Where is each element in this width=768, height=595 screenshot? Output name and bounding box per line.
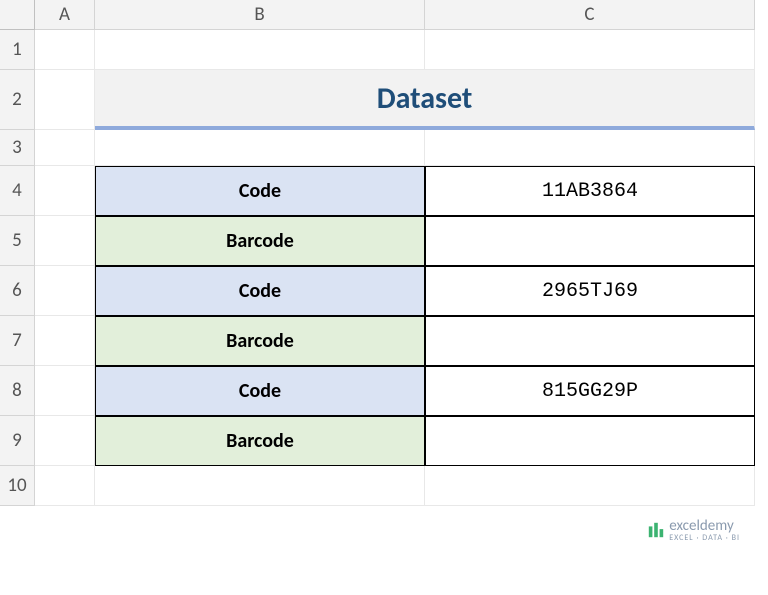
cell-a3[interactable] (35, 130, 95, 166)
cell-a8[interactable] (35, 366, 95, 416)
exceldemy-logo-icon (647, 521, 665, 539)
row-header-1[interactable]: 1 (0, 30, 35, 70)
label-barcode-1[interactable]: Barcode (95, 216, 425, 266)
cell-a5[interactable] (35, 216, 95, 266)
dataset-title[interactable]: Dataset (95, 70, 755, 130)
row-header-8[interactable]: 8 (0, 366, 35, 416)
value-barcode-2[interactable] (425, 316, 755, 366)
label-code-2[interactable]: Code (95, 266, 425, 316)
value-barcode-3[interactable] (425, 416, 755, 466)
row-header-10[interactable]: 10 (0, 466, 35, 506)
spreadsheet-grid: A B C 1 2 Dataset 3 4 Code 11AB3864 5 Ba… (0, 0, 768, 506)
cell-a1[interactable] (35, 30, 95, 70)
cell-a4[interactable] (35, 166, 95, 216)
cell-c10[interactable] (425, 466, 755, 506)
row-header-6[interactable]: 6 (0, 266, 35, 316)
value-barcode-1[interactable] (425, 216, 755, 266)
value-code-3[interactable]: 815GG29P (425, 366, 755, 416)
cell-b3[interactable] (95, 130, 425, 166)
row-header-3[interactable]: 3 (0, 130, 35, 166)
col-header-c[interactable]: C (425, 0, 755, 30)
cell-a2[interactable] (35, 70, 95, 130)
label-barcode-3[interactable]: Barcode (95, 416, 425, 466)
cell-a6[interactable] (35, 266, 95, 316)
value-code-2[interactable]: 2965TJ69 (425, 266, 755, 316)
cell-a7[interactable] (35, 316, 95, 366)
exceldemy-watermark: exceldemy EXCEL · DATA · BI (647, 517, 740, 543)
label-barcode-2[interactable]: Barcode (95, 316, 425, 366)
cell-c3[interactable] (425, 130, 755, 166)
value-code-1[interactable]: 11AB3864 (425, 166, 755, 216)
row-header-9[interactable]: 9 (0, 416, 35, 466)
watermark-tagline: EXCEL · DATA · BI (669, 533, 740, 543)
cell-b10[interactable] (95, 466, 425, 506)
col-header-a[interactable]: A (35, 0, 95, 30)
row-header-5[interactable]: 5 (0, 216, 35, 266)
row-header-7[interactable]: 7 (0, 316, 35, 366)
cell-a10[interactable] (35, 466, 95, 506)
row-header-2[interactable]: 2 (0, 70, 35, 130)
label-code-3[interactable]: Code (95, 366, 425, 416)
row-header-4[interactable]: 4 (0, 166, 35, 216)
col-header-b[interactable]: B (95, 0, 425, 30)
cell-b1[interactable] (95, 30, 425, 70)
cell-c1[interactable] (425, 30, 755, 70)
exceldemy-text: exceldemy EXCEL · DATA · BI (669, 517, 740, 543)
label-code-1[interactable]: Code (95, 166, 425, 216)
select-all-corner[interactable] (0, 0, 35, 30)
cell-a9[interactable] (35, 416, 95, 466)
